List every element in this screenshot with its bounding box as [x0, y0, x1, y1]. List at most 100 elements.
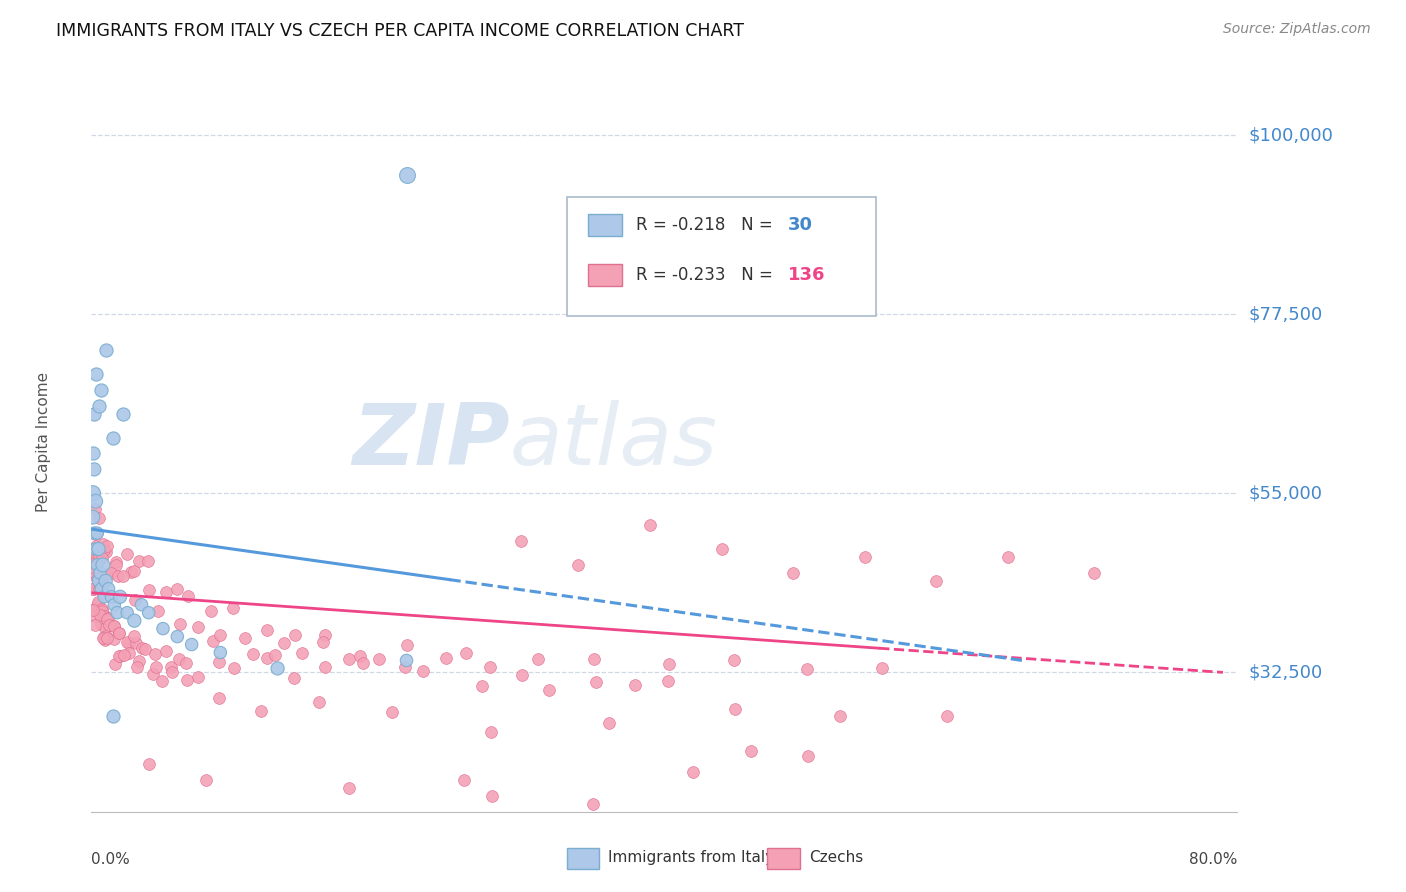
Point — [567, 558, 589, 572]
Point — [87, 541, 110, 556]
Point — [83, 407, 105, 421]
Point — [337, 780, 360, 795]
Point — [796, 662, 818, 676]
Point — [108, 590, 131, 604]
Point — [142, 666, 165, 681]
Point — [82, 486, 104, 500]
Point — [86, 526, 108, 541]
Text: 30: 30 — [789, 217, 813, 235]
Point — [167, 652, 190, 666]
FancyBboxPatch shape — [567, 848, 599, 869]
Point — [396, 638, 419, 652]
Point — [82, 560, 104, 574]
Point — [86, 594, 108, 608]
Text: $55,000: $55,000 — [1249, 484, 1323, 502]
Point — [201, 633, 224, 648]
Point — [187, 620, 209, 634]
Point — [598, 715, 620, 730]
Point — [122, 629, 145, 643]
Point — [89, 608, 111, 623]
Point — [86, 525, 108, 540]
Text: ZIP: ZIP — [352, 400, 509, 483]
Text: Per Capita Income: Per Capita Income — [35, 371, 51, 512]
Point — [91, 558, 114, 572]
Point — [83, 549, 105, 563]
Point — [93, 609, 115, 624]
Text: Source: ZipAtlas.com: Source: ZipAtlas.com — [1223, 22, 1371, 37]
Point — [222, 600, 245, 615]
Point — [128, 654, 150, 668]
Point — [853, 549, 876, 564]
Point — [86, 558, 108, 572]
Point — [138, 756, 160, 771]
Point — [471, 679, 494, 693]
Text: $77,500: $77,500 — [1249, 305, 1323, 323]
Point — [96, 612, 118, 626]
Point — [131, 640, 153, 655]
Point — [162, 665, 184, 680]
Point — [266, 661, 288, 675]
Point — [91, 586, 114, 600]
Point — [108, 648, 131, 663]
Point — [86, 568, 108, 582]
Text: Czechs: Czechs — [808, 850, 863, 865]
Point — [349, 649, 371, 664]
Point — [94, 621, 117, 635]
Point — [657, 673, 679, 688]
Point — [101, 709, 124, 723]
Point — [256, 651, 278, 665]
Point — [394, 659, 416, 673]
Point — [209, 646, 232, 660]
Point — [115, 547, 138, 561]
Point — [103, 657, 125, 671]
Point — [84, 556, 107, 570]
Text: $32,500: $32,500 — [1249, 664, 1323, 681]
Point — [84, 541, 107, 556]
Point — [314, 660, 336, 674]
Point — [283, 672, 305, 686]
Point — [723, 653, 745, 667]
Point — [83, 502, 105, 516]
Point — [308, 695, 330, 709]
Point — [256, 624, 278, 638]
Point — [108, 626, 131, 640]
Point — [436, 651, 458, 665]
Point — [112, 569, 135, 583]
Point — [87, 511, 110, 525]
Point — [314, 628, 336, 642]
Point — [134, 642, 156, 657]
FancyBboxPatch shape — [588, 264, 621, 286]
Point — [538, 682, 561, 697]
Point — [128, 554, 150, 568]
Point — [82, 603, 104, 617]
Point — [97, 582, 120, 596]
Point — [796, 749, 818, 764]
Point — [117, 635, 139, 649]
Point — [291, 646, 314, 660]
Point — [83, 608, 105, 623]
Point — [124, 636, 146, 650]
Point — [479, 724, 502, 739]
Point — [83, 462, 105, 476]
Text: R = -0.233   N =: R = -0.233 N = — [636, 266, 778, 284]
Point — [138, 583, 160, 598]
Point — [89, 566, 111, 580]
Point — [93, 631, 115, 645]
Text: atlas: atlas — [509, 400, 717, 483]
Text: Immigrants from Italy: Immigrants from Italy — [609, 850, 775, 865]
Point — [94, 574, 117, 588]
Point — [87, 548, 110, 562]
Point — [82, 510, 104, 524]
Point — [682, 764, 704, 779]
Point — [86, 572, 108, 586]
Point — [250, 704, 273, 718]
Point — [585, 675, 607, 690]
Point — [124, 593, 146, 607]
Point — [103, 598, 125, 612]
Point — [481, 789, 503, 803]
Point — [583, 652, 606, 666]
Point — [83, 582, 105, 597]
Point — [479, 659, 502, 673]
Point — [115, 606, 138, 620]
Text: R = -0.218   N =: R = -0.218 N = — [636, 217, 778, 235]
